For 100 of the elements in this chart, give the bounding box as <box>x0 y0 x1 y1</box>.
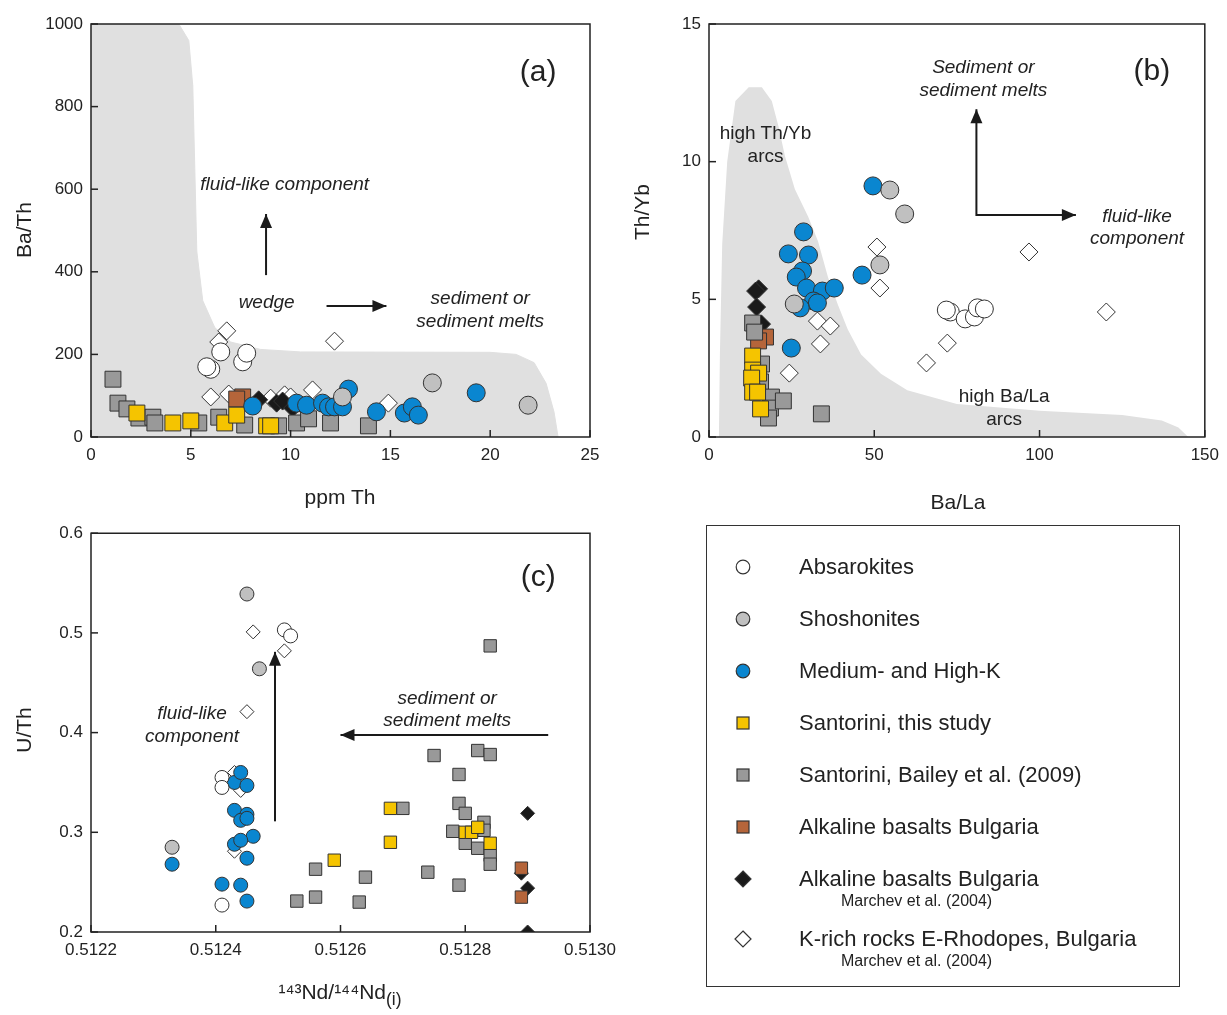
point <box>383 835 398 849</box>
annotation: sediment or sediment melts <box>383 686 512 731</box>
y-tick-label: 0 <box>691 426 701 446</box>
legend-label: Medium- and High-K <box>799 658 1001 684</box>
x-tick-label: 5 <box>186 444 196 464</box>
point <box>746 323 764 341</box>
point <box>352 895 366 909</box>
point <box>308 862 323 876</box>
legend-label: Alkaline basalts Bulgaria <box>799 814 1039 840</box>
point <box>239 777 255 793</box>
x-tick-label: 50 <box>864 444 884 464</box>
legend-label: Santorini, this study <box>799 710 991 736</box>
annotation: (a) <box>519 53 557 87</box>
point <box>262 417 280 435</box>
x-axis-title: ppm Th <box>304 485 376 509</box>
point <box>471 743 485 758</box>
point <box>290 894 304 908</box>
point <box>237 343 257 363</box>
point <box>245 828 261 844</box>
x-tick-label: 0.5130 <box>564 939 616 959</box>
point <box>483 857 497 871</box>
point <box>239 586 255 602</box>
x-tick-label: 0.5126 <box>314 939 367 959</box>
y-tick-label: 800 <box>54 96 83 116</box>
x-tick-label: 0.5124 <box>189 939 242 959</box>
point <box>228 406 246 424</box>
point <box>104 370 122 388</box>
point <box>786 267 806 287</box>
x-tick-label: 15 <box>380 444 400 464</box>
point <box>308 890 323 904</box>
x-tick-label: 0.5128 <box>439 939 492 959</box>
point <box>774 392 792 410</box>
point <box>483 639 497 653</box>
point <box>359 417 377 435</box>
point <box>322 414 339 432</box>
y-tick-label: 5 <box>691 289 701 309</box>
x-tick-label: 0.5122 <box>65 939 117 959</box>
point <box>243 396 263 416</box>
point <box>146 414 164 432</box>
y-tick-label: 400 <box>54 261 83 281</box>
point <box>452 767 466 782</box>
point <box>863 176 883 196</box>
point <box>164 839 180 855</box>
y-tick-label: 0.5 <box>59 622 83 642</box>
point <box>518 395 538 415</box>
point <box>182 412 200 430</box>
point <box>239 893 255 909</box>
y-tick-label: 1000 <box>45 13 83 33</box>
x-tick-label: 25 <box>580 444 600 464</box>
point <box>128 404 146 422</box>
y-tick-label: 0.3 <box>59 821 83 841</box>
legend-label: Alkaline basalts Bulgaria Marchev et al. (2004) <box>799 866 1039 910</box>
x-tick-label: 0 <box>86 444 96 464</box>
point <box>471 841 485 855</box>
x-tick-label: 10 <box>281 444 301 464</box>
point <box>747 297 767 317</box>
x-tick-label: 150 <box>1190 444 1220 464</box>
annotation: high Th/Yb arcs <box>719 121 812 166</box>
point <box>794 222 814 242</box>
point <box>514 861 529 875</box>
point <box>283 628 299 644</box>
point <box>446 824 460 838</box>
annotation: fluid-like component <box>145 702 240 746</box>
point <box>383 801 398 816</box>
point <box>427 748 441 763</box>
legend-label: Shoshonites <box>799 606 921 632</box>
point <box>396 801 410 816</box>
point <box>807 311 827 331</box>
point <box>483 747 497 762</box>
point <box>422 373 442 393</box>
point <box>358 870 373 884</box>
point <box>214 876 230 892</box>
point <box>779 363 799 383</box>
point <box>297 395 317 415</box>
point <box>514 890 529 904</box>
point <box>895 204 915 224</box>
point <box>327 853 341 867</box>
point <box>749 383 767 401</box>
point <box>251 661 267 677</box>
point <box>164 414 182 432</box>
legend-label: Santorini, Bailey et al. (2009) <box>799 762 1082 788</box>
point <box>303 380 323 400</box>
y-tick-label: 200 <box>54 344 83 364</box>
x-axis-title: Ba/La <box>930 490 986 514</box>
point <box>466 383 486 403</box>
point <box>211 342 231 362</box>
legend-label: K-rich rocks E-Rhodopes, Bulgaria Marchev et al. (2004) <box>799 926 1137 970</box>
y-tick-label: 600 <box>54 178 83 198</box>
point <box>812 405 830 423</box>
point <box>458 806 472 821</box>
point <box>164 856 180 872</box>
point <box>778 244 798 264</box>
point <box>378 393 398 413</box>
point <box>824 278 844 298</box>
point <box>233 877 249 893</box>
point <box>820 316 840 336</box>
point <box>483 836 497 850</box>
point <box>245 624 261 640</box>
point <box>974 299 994 319</box>
y-axis-title: Th/Yb <box>630 183 654 241</box>
